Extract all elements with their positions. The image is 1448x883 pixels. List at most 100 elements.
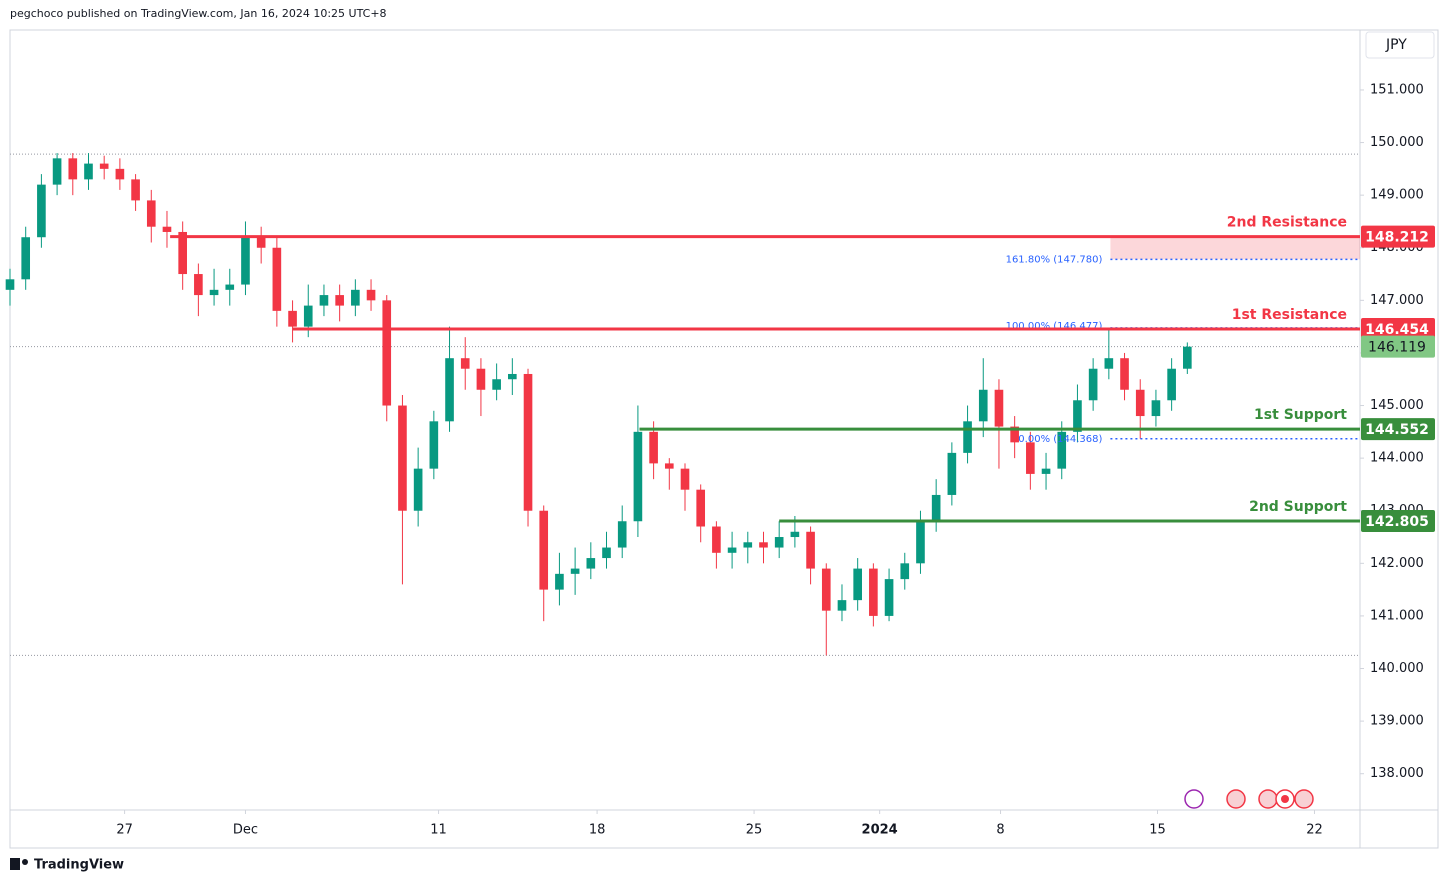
candle-body: [476, 368, 486, 390]
candle: [1088, 358, 1098, 411]
candle: [241, 221, 250, 296]
candle-body: [21, 237, 31, 280]
candle: [162, 210, 172, 248]
currency-box[interactable]: [1365, 31, 1435, 59]
candle-body: [225, 284, 235, 290]
candle: [225, 268, 235, 306]
candle: [523, 368, 533, 527]
candle: [256, 226, 266, 264]
candle-body: [570, 568, 580, 574]
publish-info: pegchoco published on TradingView.com, J…: [10, 7, 387, 20]
x-tick-label: 18: [589, 823, 606, 838]
candle-body: [146, 200, 156, 227]
candle-body: [445, 358, 454, 422]
candle: [146, 189, 156, 243]
candle-body: [994, 389, 1004, 427]
y-tick-label: 145.000: [1370, 398, 1424, 413]
candle: [209, 268, 219, 306]
price-box: [1361, 318, 1435, 341]
candle: [115, 158, 125, 190]
candle: [570, 547, 580, 595]
logo-mark: [22, 859, 28, 865]
candle-body: [460, 358, 470, 369]
candle-body: [68, 158, 78, 180]
candle-body: [492, 379, 501, 390]
candle: [351, 279, 360, 317]
candle-body: [664, 463, 674, 469]
y-tick-label: 149.000: [1370, 188, 1424, 203]
candle-body: [869, 568, 878, 616]
event-icon[interactable]: [1294, 789, 1314, 809]
candle: [68, 153, 78, 196]
candle-body: [288, 310, 297, 327]
candle: [963, 405, 972, 464]
x-tick-label: 22: [1306, 823, 1323, 838]
candle-body: [649, 431, 658, 464]
candle: [869, 563, 878, 627]
candle: [84, 153, 93, 190]
candle: [1167, 358, 1176, 411]
logo: TradingView: [10, 858, 124, 873]
candle: [413, 447, 423, 527]
candle: [1026, 431, 1035, 490]
candle: [460, 337, 470, 390]
candle: [445, 326, 454, 432]
candle-body: [947, 452, 957, 495]
candle: [5, 268, 15, 306]
candle: [994, 379, 1004, 469]
candle-body: [429, 421, 439, 469]
candle-body: [555, 573, 564, 590]
candle-body: [241, 237, 250, 285]
y-tick-label: 138.000: [1370, 766, 1424, 781]
candle-body: [366, 289, 376, 301]
candle-body: [272, 247, 282, 311]
candle-body: [84, 163, 93, 180]
candle: [319, 284, 329, 317]
candle: [649, 421, 658, 480]
event-icon[interactable]: [1226, 789, 1246, 809]
candle: [586, 542, 596, 580]
candle-body: [99, 163, 109, 169]
candle-body: [303, 305, 313, 327]
candle: [1057, 421, 1067, 480]
candle: [931, 479, 941, 532]
candle-body: [806, 531, 815, 569]
candle-body: [884, 579, 894, 616]
candle-body: [37, 184, 46, 238]
chart-frame: [9, 29, 1439, 849]
candle: [680, 463, 690, 511]
candle-body: [1167, 368, 1176, 401]
event-icon[interactable]: [1258, 789, 1278, 809]
candle-body: [162, 226, 172, 232]
candle-body: [539, 510, 549, 590]
candle-body: [853, 568, 862, 601]
candle: [743, 531, 753, 564]
x-tick-label: 25: [746, 823, 763, 838]
candle-body: [1183, 346, 1192, 369]
candle-body: [194, 274, 203, 296]
candle: [131, 174, 140, 211]
candle-body: [1041, 468, 1051, 474]
candle-body: [1010, 426, 1019, 443]
current-price-box: [1361, 335, 1435, 358]
flash-icon[interactable]: [1184, 789, 1204, 809]
candle-body: [178, 231, 187, 275]
candle: [1151, 389, 1161, 427]
candle: [272, 237, 282, 327]
candle: [602, 531, 611, 569]
candle: [806, 526, 815, 585]
candle-body: [837, 600, 847, 611]
candle-body: [586, 558, 596, 569]
candle-body: [1057, 431, 1067, 469]
price-box-label: 146.454: [1365, 322, 1429, 338]
x-tick-label: Dec: [233, 823, 258, 838]
candle-body: [1120, 358, 1129, 390]
x-tick-label: 15: [1149, 823, 1166, 838]
candle: [398, 395, 407, 585]
candle-body: [256, 237, 266, 248]
candle-body: [916, 521, 925, 564]
candle-body: [335, 295, 344, 306]
candle: [853, 558, 862, 611]
x-tick-label: 2024: [862, 823, 898, 838]
candle: [617, 505, 627, 559]
